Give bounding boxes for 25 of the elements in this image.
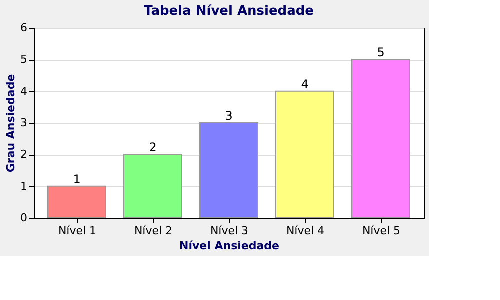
x-tick-label: Nível 2 <box>134 224 173 238</box>
bar <box>48 186 106 218</box>
y-tick-label: 1 <box>20 180 28 193</box>
x-tick-label: Nível 4 <box>286 224 325 238</box>
y-tick-label: 4 <box>20 84 28 98</box>
x-tick-label: Nível 5 <box>362 224 401 238</box>
y-tick-label: 2 <box>20 148 28 162</box>
data-label: 3 <box>225 109 233 123</box>
y-axis-title: Grau Ansiedade <box>4 74 18 173</box>
data-label: 1 <box>73 172 81 186</box>
x-tick-label: Nível 3 <box>210 224 249 238</box>
y-tick-label: 5 <box>20 53 28 66</box>
x-tick-label: Nível 1 <box>58 224 97 238</box>
bar <box>352 59 410 218</box>
chart-title: Tabela Nível Ansiedade <box>144 4 314 19</box>
data-label: 2 <box>149 140 157 155</box>
x-axis-title: Nível Ansiedade <box>180 240 280 252</box>
bar <box>200 122 258 218</box>
y-tick-label: 0 <box>20 212 28 224</box>
bar <box>124 154 182 218</box>
data-label: 4 <box>301 77 309 92</box>
data-label: 5 <box>377 46 385 60</box>
y-tick-label: 3 <box>20 116 28 130</box>
bar <box>276 90 334 218</box>
y-tick-label: 6 <box>20 22 28 34</box>
